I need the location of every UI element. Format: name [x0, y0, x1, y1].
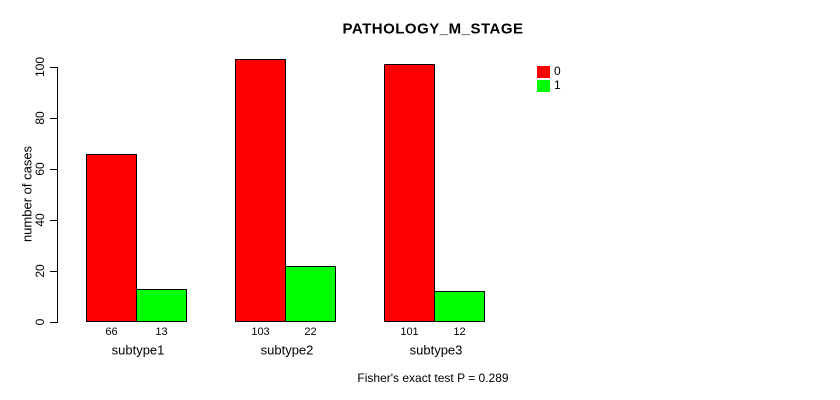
y-tick-label: 20 — [33, 264, 47, 278]
chart-title: PATHOLOGY_M_STAGE — [342, 20, 524, 38]
y-axis-line — [57, 67, 58, 323]
category-label-subtype3: subtype3 — [409, 342, 463, 358]
y-tick-mark — [50, 169, 57, 170]
y-tick-label: 60 — [33, 162, 47, 176]
legend-label-1: 1 — [554, 78, 561, 92]
footnote: Fisher's exact test P = 0.289 — [357, 371, 509, 385]
bar-value-label: 12 — [453, 326, 466, 338]
legend-item-1: 1 — [537, 79, 561, 92]
bar-subtype2-series-1 — [285, 265, 336, 322]
bar-subtype3-series-1 — [434, 291, 485, 322]
bar-value-label: 22 — [304, 326, 317, 338]
legend: 0 1 — [537, 65, 561, 92]
bar-subtype1-series-1 — [136, 288, 187, 322]
legend-swatch-red — [537, 65, 550, 78]
legend-swatch-green — [537, 79, 550, 92]
y-tick-mark — [50, 118, 57, 119]
y-tick-mark — [50, 271, 57, 272]
bar-subtype3-series-0 — [384, 64, 435, 322]
y-tick-label: 100 — [33, 56, 47, 78]
legend-item-0: 0 — [537, 65, 561, 78]
y-tick-mark — [50, 220, 57, 221]
bar-value-label: 66 — [105, 326, 118, 338]
legend-label-0: 0 — [554, 64, 561, 78]
category-label-subtype1: subtype1 — [111, 342, 165, 358]
bar-subtype2-series-0 — [235, 59, 286, 322]
y-tick-mark — [50, 67, 57, 68]
bar-value-label: 13 — [155, 326, 168, 338]
bar-subtype1-series-0 — [86, 153, 137, 322]
category-label-subtype2: subtype2 — [260, 342, 314, 358]
bar-value-label: 101 — [400, 326, 419, 338]
bar-value-label: 103 — [251, 326, 270, 338]
y-tick-label: 40 — [33, 213, 47, 227]
y-tick-mark — [50, 322, 57, 323]
y-axis-title: number of cases — [19, 145, 35, 243]
y-tick-label: 0 — [33, 318, 47, 326]
y-tick-label: 80 — [33, 111, 47, 125]
